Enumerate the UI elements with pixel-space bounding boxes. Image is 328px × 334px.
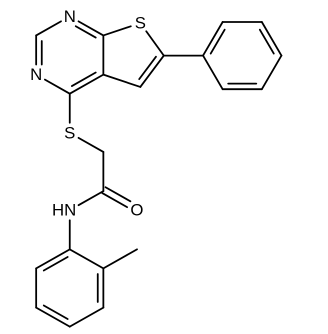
bond	[42, 304, 69, 320]
atom-label: HN	[52, 201, 76, 220]
bond	[70, 71, 97, 87]
bond	[104, 186, 132, 203]
bond	[202, 54, 224, 91]
bond	[68, 73, 105, 95]
bond	[209, 28, 226, 55]
bond	[35, 248, 71, 270]
bond	[102, 25, 132, 37]
atom-label: N	[30, 65, 42, 84]
bond	[77, 20, 105, 37]
bond	[101, 192, 128, 209]
bond	[260, 54, 283, 91]
bond	[138, 55, 157, 81]
bond	[145, 30, 165, 57]
atom-label: S	[135, 14, 146, 33]
bond	[44, 78, 71, 95]
atom-label: N	[64, 7, 76, 26]
bond	[42, 256, 69, 272]
bond	[74, 25, 97, 39]
bond	[68, 248, 105, 270]
bond	[139, 54, 165, 88]
bond	[102, 248, 138, 270]
bond	[68, 306, 105, 328]
bond	[258, 28, 275, 55]
atom-label: O	[130, 201, 143, 220]
bond	[35, 20, 62, 37]
bond	[102, 73, 142, 88]
bond	[77, 136, 105, 153]
bond	[260, 21, 283, 57]
molecule: N N S S HN O	[30, 7, 283, 328]
bond	[77, 190, 105, 207]
atom-label: S	[64, 123, 75, 142]
bond	[202, 21, 224, 57]
bond	[35, 306, 71, 328]
